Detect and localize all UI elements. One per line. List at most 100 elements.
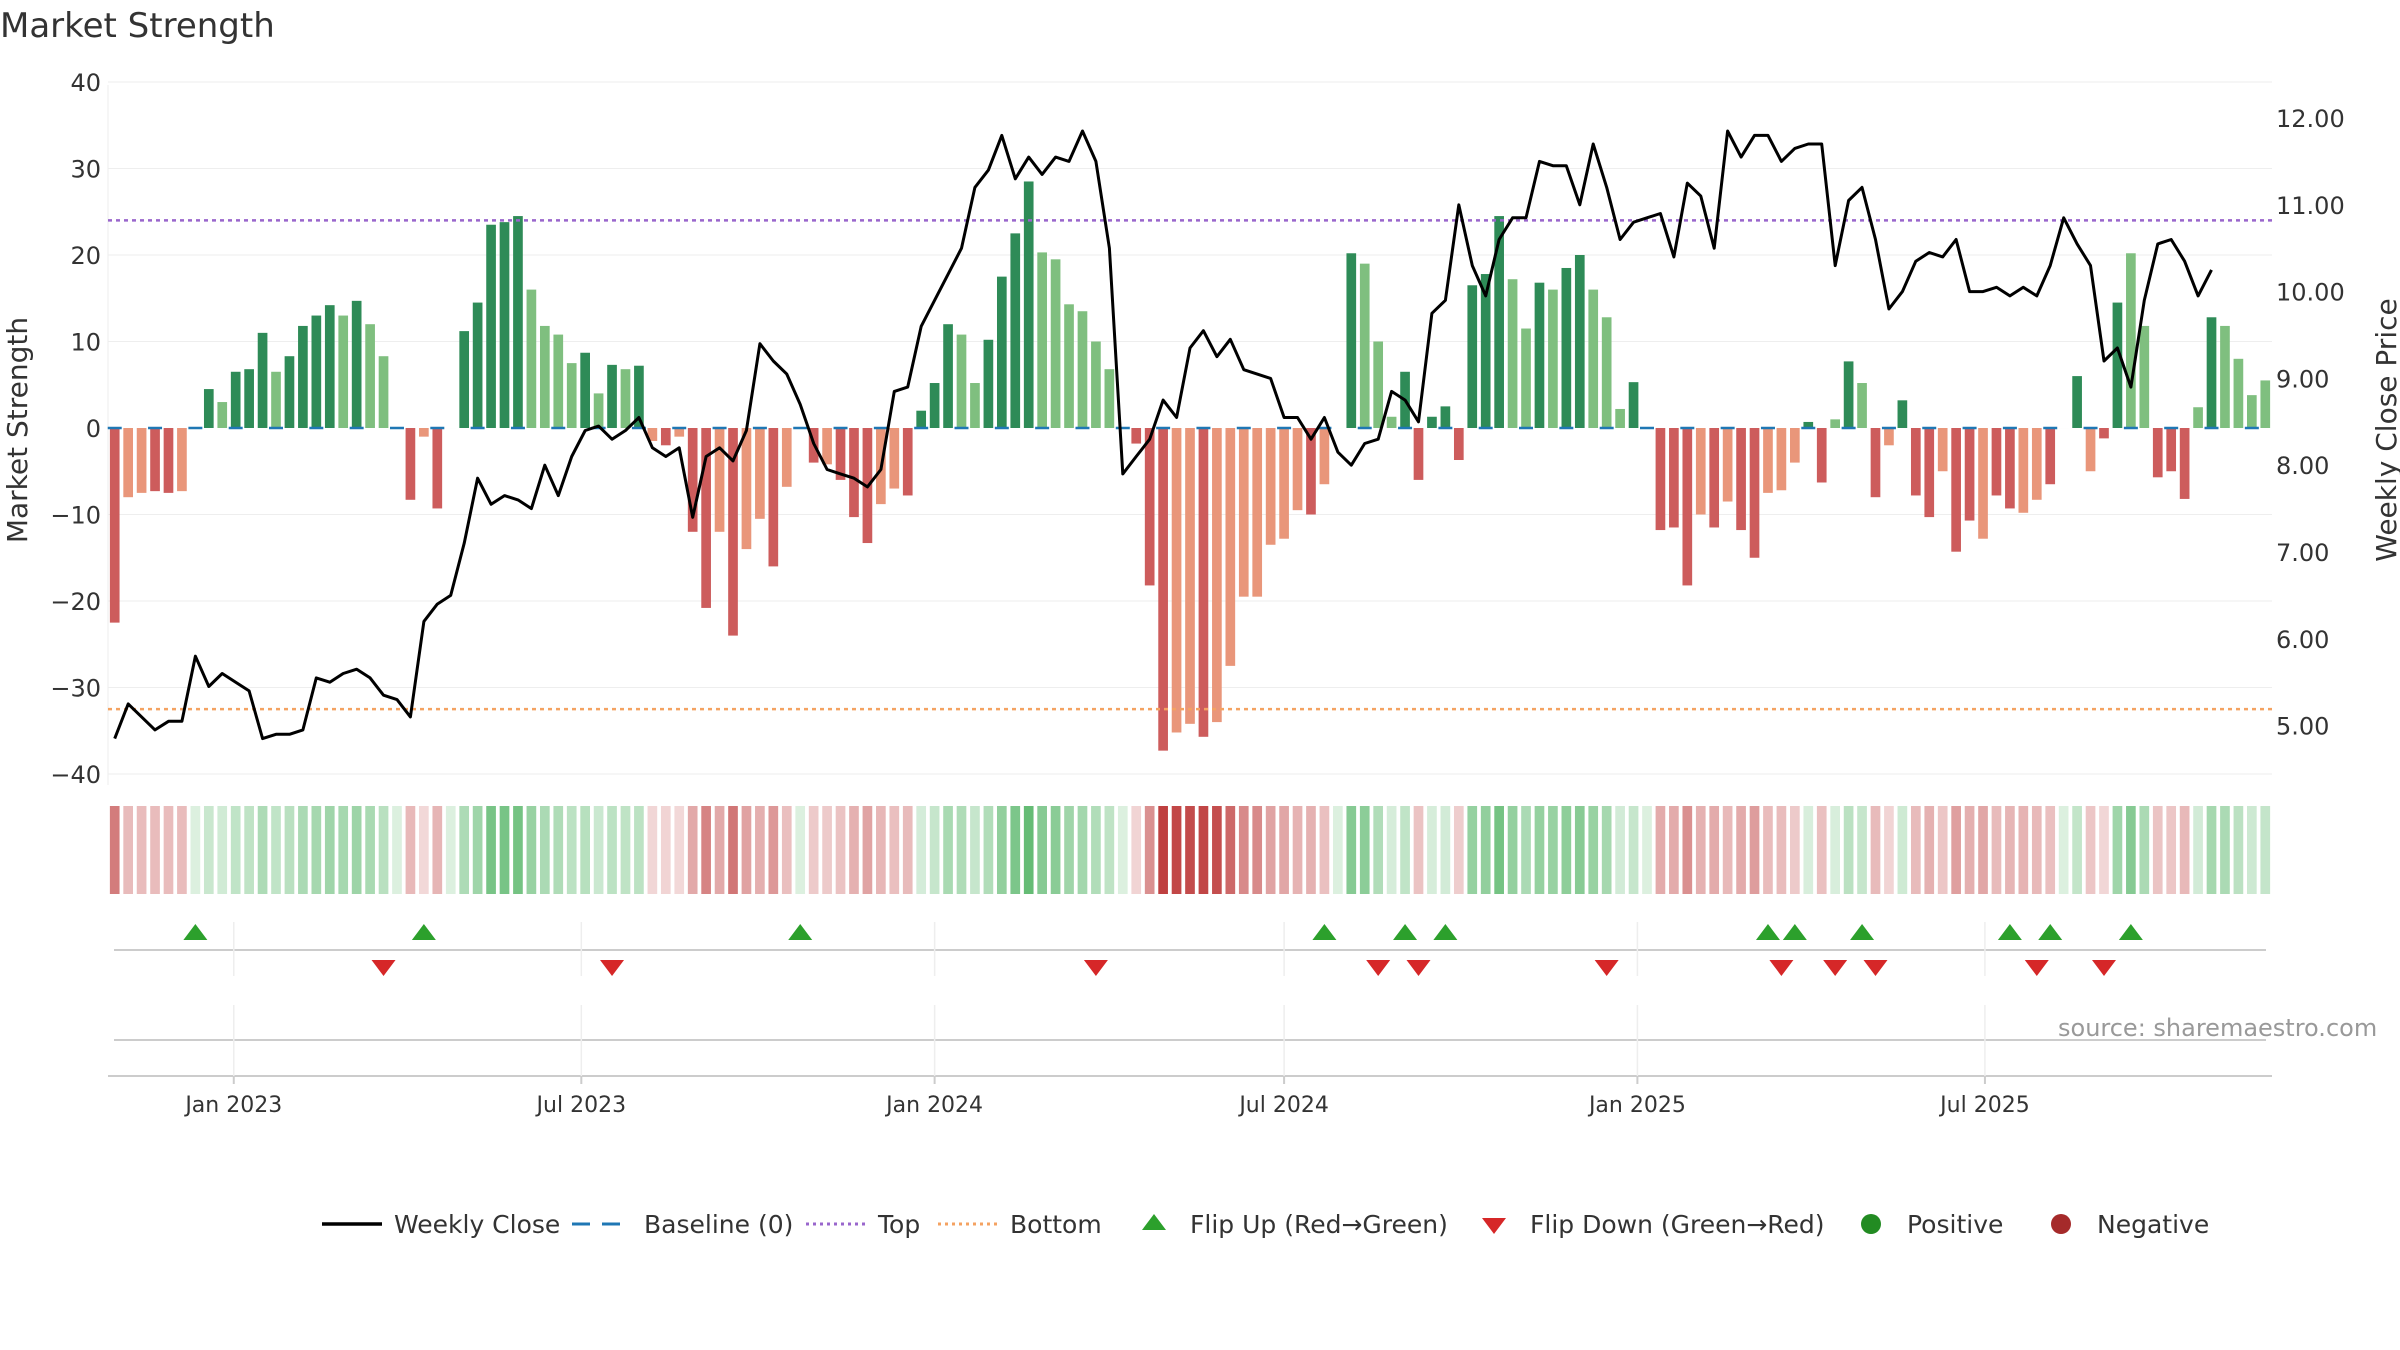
heat-strip-cell — [1857, 806, 1867, 894]
heat-strip-cell — [1709, 806, 1720, 894]
heat-strip-cell — [459, 806, 470, 894]
heat-strip-cell — [956, 806, 967, 894]
strength-bar — [768, 428, 779, 567]
strength-bar — [1763, 428, 1773, 493]
strength-bar — [2139, 325, 2150, 428]
strength-bar — [311, 315, 322, 428]
left-tick-label: 0 — [86, 415, 101, 443]
heat-strip-cell — [701, 806, 711, 894]
right-tick-label: 6.00 — [2276, 626, 2329, 654]
heat-strip-cell — [862, 806, 873, 894]
heat-strip-cell — [889, 806, 900, 894]
flip-down-marker — [600, 960, 625, 976]
heat-strip-cell — [1306, 806, 1316, 894]
heat-strip-cell — [1682, 806, 1693, 894]
heat-strip-cell — [1951, 806, 1961, 894]
strength-bar — [1628, 382, 1639, 428]
flip-down-marker — [371, 960, 396, 976]
flip-down-marker — [2091, 960, 2116, 976]
flip-down-marker — [2024, 960, 2049, 976]
strength-bar — [1601, 317, 1612, 428]
right-tick-label: 10.00 — [2276, 279, 2345, 307]
right-axis-title: Weekly Close Price — [2370, 298, 2400, 561]
strength-bar — [943, 324, 953, 428]
heat-strip-cell — [1534, 806, 1545, 894]
heat-strip-cell — [1440, 806, 1451, 894]
heat-strip-cell — [1561, 806, 1572, 894]
heat-strip-cell — [983, 806, 994, 894]
right-tick-label: 9.00 — [2276, 365, 2329, 393]
strength-bar — [1386, 416, 1397, 428]
legend-swatch-circle — [2051, 1214, 2071, 1234]
strength-bar — [1588, 289, 1599, 428]
strength-bar — [2220, 325, 2230, 428]
strength-bar — [1265, 428, 1276, 545]
heat-strip-cell — [1601, 806, 1612, 894]
left-tick-label: −30 — [50, 675, 101, 703]
heat-strip-cell — [1870, 806, 1881, 894]
strength-bar — [1185, 428, 1195, 724]
flip-up-marker — [1433, 924, 1458, 940]
strength-bar — [1857, 383, 1867, 428]
heat-strip-cell — [2126, 806, 2136, 894]
strength-bar — [230, 371, 241, 428]
heat-strip-cell — [996, 806, 1007, 894]
heat-strip-cell — [2058, 806, 2069, 894]
legend-swatch-triangle-down — [1482, 1218, 1506, 1234]
strength-bar — [1037, 252, 1047, 428]
strength-bar — [1373, 341, 1384, 428]
strength-bar — [1091, 341, 1101, 428]
strength-bar — [1709, 428, 1720, 528]
heat-strip-cell — [1333, 806, 1343, 894]
heat-strip-cell — [728, 806, 738, 894]
strength-bar — [1440, 406, 1451, 428]
strength-bar — [1023, 181, 1034, 428]
heat-strip-cell — [2179, 806, 2190, 894]
strength-bar — [889, 428, 900, 489]
strength-bar — [607, 364, 617, 428]
strength-bar — [929, 383, 940, 428]
strength-bar — [1521, 328, 1531, 428]
heat-strip-cell — [271, 806, 281, 894]
strength-bar — [1292, 428, 1303, 511]
heat-strip-cell — [1373, 806, 1384, 894]
strength-bar — [271, 371, 281, 428]
strength-bar — [1453, 428, 1464, 461]
strength-bar — [2166, 428, 2177, 472]
strength-bar — [1346, 253, 1357, 428]
heat-strip-cell — [526, 806, 537, 894]
strength-bar — [1077, 311, 1088, 428]
heat-strip-cell — [1467, 806, 1478, 894]
heat-strip-cell — [1252, 806, 1263, 894]
flip-down-marker — [1863, 960, 1888, 976]
heat-strip-cell — [2085, 806, 2096, 894]
strength-bar — [1978, 428, 1988, 539]
heat-strip-cell — [1830, 806, 1841, 894]
strength-bar — [566, 363, 577, 428]
strength-bar — [1776, 428, 1787, 491]
strength-bar — [728, 428, 738, 636]
strength-bar — [1359, 263, 1370, 428]
strength-bar — [2018, 428, 2029, 513]
strength-bar — [741, 428, 752, 550]
heat-strip-cell — [1763, 806, 1773, 894]
legend-swatch-triangle-up — [1142, 1214, 1166, 1230]
heat-strip-cell — [1749, 806, 1760, 894]
heat-strip-cell — [1790, 806, 1800, 894]
heat-strip-cell — [190, 806, 201, 894]
heat-strip-cell — [324, 806, 335, 894]
flip-down-marker — [1769, 960, 1794, 976]
heat-strip-cell — [929, 806, 940, 894]
heat-strip-cell — [1198, 806, 1209, 894]
left-tick-label: −40 — [50, 761, 101, 789]
flip-down-marker — [1406, 960, 1431, 976]
flip-up-marker — [1997, 924, 2022, 940]
strength-bar — [2005, 428, 2015, 509]
heat-strip-cell — [1171, 806, 1182, 894]
strength-bar — [123, 428, 134, 498]
left-tick-label: −20 — [50, 588, 101, 616]
heat-strip-cell — [445, 806, 456, 894]
strength-bar — [109, 428, 120, 623]
heat-strip-cell — [1937, 806, 1948, 894]
heat-strip-cell — [2166, 806, 2177, 894]
